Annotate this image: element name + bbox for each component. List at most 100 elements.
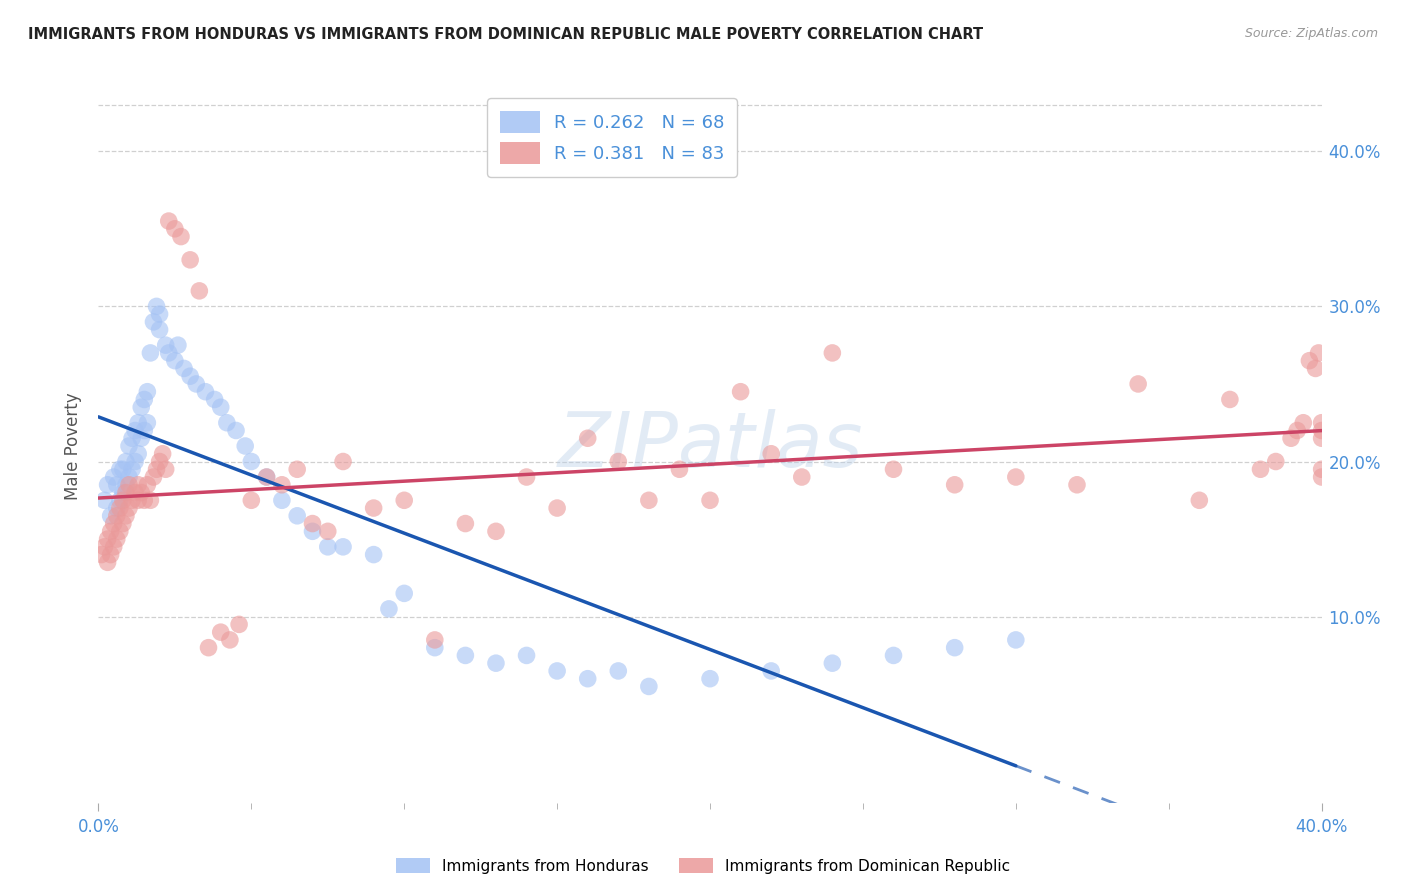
Point <box>1308 346 1330 360</box>
Point <box>285 462 308 476</box>
Point <box>285 508 308 523</box>
Point <box>142 470 165 484</box>
Point <box>97 555 120 569</box>
Point <box>821 346 844 360</box>
Point <box>363 501 385 516</box>
Point <box>301 516 323 531</box>
Point <box>423 640 446 655</box>
Point <box>139 493 162 508</box>
Point <box>127 447 149 461</box>
Point <box>485 656 508 670</box>
Point <box>204 392 226 407</box>
Point <box>115 477 138 491</box>
Point <box>1279 431 1302 445</box>
Point <box>155 338 177 352</box>
Point <box>1249 462 1271 476</box>
Point <box>1292 416 1315 430</box>
Point <box>332 454 354 468</box>
Point <box>134 493 156 508</box>
Point <box>93 540 115 554</box>
Point <box>378 602 401 616</box>
Point <box>97 532 120 546</box>
Point <box>111 516 134 531</box>
Point <box>124 454 146 468</box>
Point <box>332 540 354 554</box>
Point <box>256 470 278 484</box>
Point <box>1310 424 1333 438</box>
Point <box>730 384 752 399</box>
Point <box>225 424 247 438</box>
Point <box>270 493 292 508</box>
Point <box>454 516 477 531</box>
Text: ZIPatlas: ZIPatlas <box>557 409 863 483</box>
Point <box>134 392 156 407</box>
Point <box>188 284 211 298</box>
Point <box>118 439 141 453</box>
Point <box>1004 470 1026 484</box>
Point <box>454 648 477 663</box>
Point <box>145 299 167 313</box>
Point <box>129 485 152 500</box>
Point <box>215 416 238 430</box>
Point <box>108 462 131 476</box>
Point <box>546 664 568 678</box>
Text: Source: ZipAtlas.com: Source: ZipAtlas.com <box>1244 27 1378 40</box>
Legend: Immigrants from Honduras, Immigrants from Dominican Republic: Immigrants from Honduras, Immigrants fro… <box>389 852 1017 880</box>
Point <box>759 447 782 461</box>
Point <box>121 431 143 445</box>
Point <box>115 485 138 500</box>
Text: IMMIGRANTS FROM HONDURAS VS IMMIGRANTS FROM DOMINICAN REPUBLIC MALE POVERTY CORR: IMMIGRANTS FROM HONDURAS VS IMMIGRANTS F… <box>28 27 983 42</box>
Point <box>163 353 186 368</box>
Point <box>163 222 186 236</box>
Point <box>149 307 172 321</box>
Point <box>1298 353 1320 368</box>
Y-axis label: Male Poverty: Male Poverty <box>65 392 83 500</box>
Point <box>423 632 446 647</box>
Point <box>124 485 146 500</box>
Point <box>316 540 339 554</box>
Point <box>883 462 905 476</box>
Point <box>103 470 125 484</box>
Point <box>194 384 217 399</box>
Point <box>124 424 146 438</box>
Point <box>149 323 172 337</box>
Point <box>1310 431 1333 445</box>
Point <box>97 477 120 491</box>
Point <box>1310 416 1333 430</box>
Point <box>209 625 232 640</box>
Point <box>607 454 630 468</box>
Point <box>179 252 201 267</box>
Point <box>167 338 190 352</box>
Point <box>149 454 172 468</box>
Point <box>1305 361 1327 376</box>
Point <box>270 477 292 491</box>
Point <box>1188 493 1211 508</box>
Point <box>363 548 385 562</box>
Point <box>1286 424 1309 438</box>
Point <box>607 664 630 678</box>
Point <box>228 617 250 632</box>
Point <box>392 493 416 508</box>
Point <box>516 648 538 663</box>
Legend: R = 0.262   N = 68, R = 0.381   N = 83: R = 0.262 N = 68, R = 0.381 N = 83 <box>488 98 737 177</box>
Point <box>118 470 141 484</box>
Point <box>121 493 143 508</box>
Point <box>157 346 180 360</box>
Point <box>516 470 538 484</box>
Point <box>142 315 165 329</box>
Point <box>100 548 122 562</box>
Point <box>301 524 323 539</box>
Point <box>118 477 141 491</box>
Point <box>93 493 115 508</box>
Point <box>118 501 141 516</box>
Point <box>943 477 966 491</box>
Point <box>127 416 149 430</box>
Point <box>136 416 159 430</box>
Point <box>111 485 134 500</box>
Point <box>129 431 152 445</box>
Point <box>392 586 416 600</box>
Point <box>145 462 167 476</box>
Point <box>173 361 195 376</box>
Point <box>111 493 134 508</box>
Point <box>546 501 568 516</box>
